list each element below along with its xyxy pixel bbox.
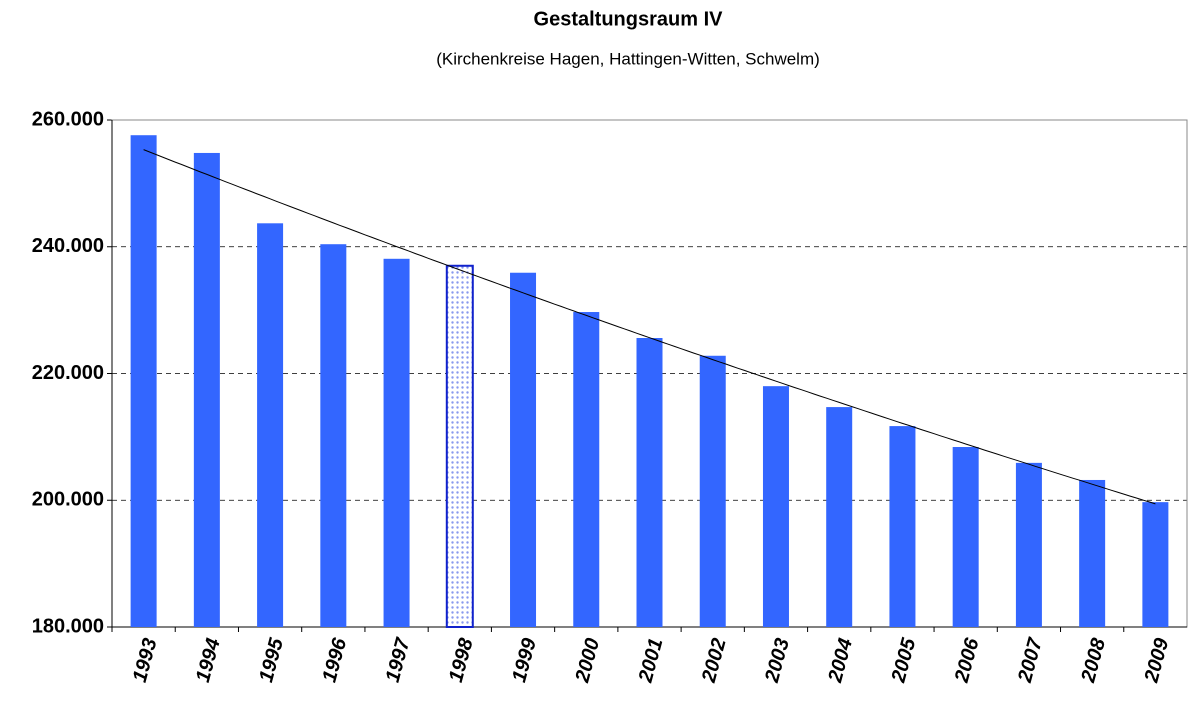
- bar: [699, 355, 726, 627]
- chart-title: Gestaltungsraum IV: [534, 8, 724, 30]
- y-tick-label: 240.000: [32, 235, 104, 257]
- bar: [320, 244, 347, 627]
- x-tick-label: 1998: [445, 635, 478, 685]
- x-tick-label: 1994: [192, 636, 225, 685]
- x-tick-label: 2003: [761, 636, 794, 686]
- x-tick-label: 2001: [634, 636, 667, 686]
- trendline: [143, 149, 1156, 505]
- chart-subtitle: (Kirchenkreise Hagen, Hattingen-Witten, …: [436, 49, 820, 68]
- y-tick-label: 260.000: [32, 108, 104, 130]
- x-tick-label: 2008: [1077, 635, 1110, 685]
- x-tick-label: 1993: [129, 636, 162, 685]
- bar: [257, 223, 284, 627]
- y-tick-label: 220.000: [32, 362, 104, 384]
- bar: [510, 272, 537, 627]
- bar: [193, 152, 220, 627]
- x-tick-label: 2000: [571, 636, 604, 686]
- bar: [383, 258, 410, 627]
- x-tick-label: 1995: [255, 635, 288, 685]
- bar: [636, 338, 663, 627]
- x-tick-label: 2002: [698, 636, 731, 686]
- x-tick-label: 2004: [824, 636, 857, 686]
- bar: [1079, 479, 1106, 627]
- bar: [889, 426, 916, 627]
- y-tick-label: 180.000: [32, 615, 104, 637]
- bar: [952, 447, 979, 627]
- bar: [762, 386, 789, 627]
- x-tick-label: 2007: [1014, 635, 1047, 685]
- bar: [826, 407, 853, 627]
- x-tick-label: 1996: [318, 635, 351, 685]
- x-tick-label: 1997: [382, 635, 415, 685]
- x-tick-label: 1999: [508, 635, 541, 685]
- bar: [1015, 462, 1042, 627]
- x-tick-label: 2009: [1140, 635, 1173, 685]
- bar: [445, 264, 474, 628]
- bar: [130, 135, 157, 627]
- x-tick-label: 2005: [887, 635, 920, 685]
- x-tick-label: 2006: [951, 635, 984, 685]
- bar: [1142, 502, 1169, 627]
- bar: [573, 312, 600, 627]
- y-tick-label: 200.000: [32, 489, 104, 511]
